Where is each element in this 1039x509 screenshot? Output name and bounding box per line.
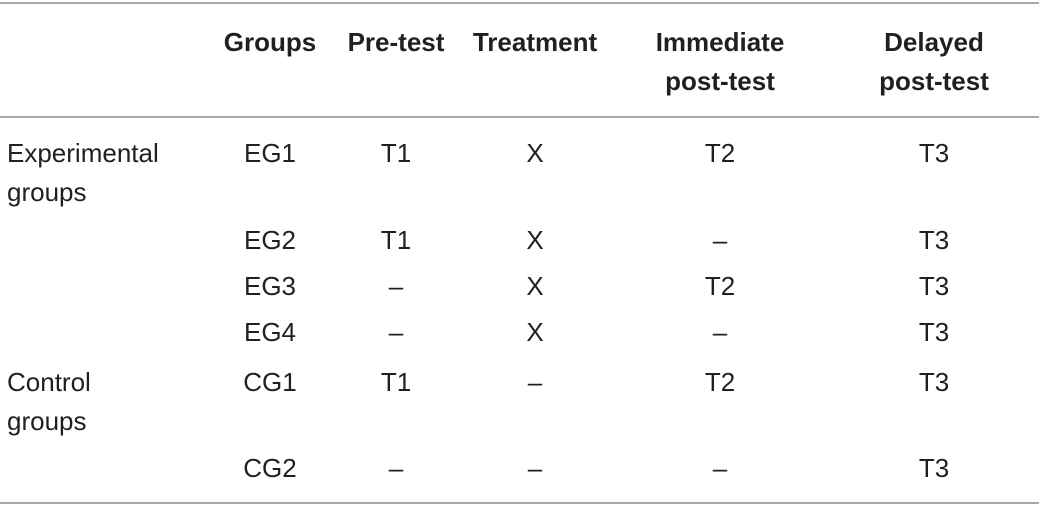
header-delayed-line2: post-test (879, 66, 989, 96)
cell-pretest: – (388, 271, 404, 301)
header-immediate-line1: Immediate (655, 27, 785, 57)
cell-delayed: T3 (918, 225, 950, 255)
cell-treatment: X (526, 225, 544, 255)
cell-group: EG3 (243, 271, 297, 301)
cell-delayed: T3 (918, 453, 950, 483)
cell-delayed: T3 (918, 138, 950, 168)
bottom-rule (0, 502, 1039, 504)
cell-delayed: T3 (918, 317, 950, 347)
cell-pretest: – (388, 317, 404, 347)
header-immediate-line2: post-test (665, 66, 775, 96)
cell-group: EG4 (243, 317, 297, 347)
category-experimental-line2: groups (7, 177, 87, 207)
header-pretest: Pre-test (347, 27, 445, 57)
cell-treatment: X (526, 317, 544, 347)
cell-pretest: T1 (380, 138, 412, 168)
cell-treatment: X (526, 138, 544, 168)
header-rule (0, 116, 1039, 118)
cell-pretest: – (388, 453, 404, 483)
category-control-line1: Control (7, 367, 91, 397)
cell-treatment: – (527, 367, 543, 397)
cell-immediate: – (712, 453, 728, 483)
top-rule (0, 2, 1039, 4)
cell-group: CG2 (243, 453, 297, 483)
cell-delayed: T3 (918, 271, 950, 301)
cell-immediate: T2 (704, 271, 736, 301)
category-experimental-line1: Experimental (7, 138, 159, 168)
cell-treatment: X (526, 271, 544, 301)
header-groups: Groups (223, 27, 317, 57)
cell-immediate: T2 (704, 138, 736, 168)
cell-immediate: T2 (704, 367, 736, 397)
cell-pretest: T1 (380, 225, 412, 255)
cell-immediate: – (712, 317, 728, 347)
cell-group: CG1 (243, 367, 297, 397)
category-control-line2: groups (7, 406, 87, 436)
header-delayed-line1: Delayed (884, 27, 984, 57)
header-treatment: Treatment (472, 27, 598, 57)
cell-treatment: – (527, 453, 543, 483)
cell-group: EG2 (243, 225, 297, 255)
cell-pretest: T1 (380, 367, 412, 397)
cell-immediate: – (712, 225, 728, 255)
cell-group: EG1 (243, 138, 297, 168)
cell-delayed: T3 (918, 367, 950, 397)
